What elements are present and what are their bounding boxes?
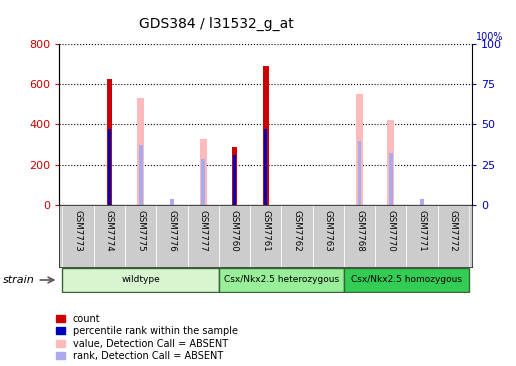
Bar [232,146,237,205]
Text: GSM7760: GSM7760 [230,210,239,252]
Bar [170,198,174,205]
Text: 100%: 100% [476,32,504,42]
Bar [407,205,438,267]
Bar [438,205,469,267]
Bar [62,268,219,292]
Bar [313,205,344,267]
Text: Csx/Nkx2.5 heterozygous: Csx/Nkx2.5 heterozygous [224,276,339,284]
Bar [125,205,156,267]
Text: wildtype: wildtype [121,276,160,284]
Bar [358,141,361,205]
Text: GSM7774: GSM7774 [105,210,114,252]
Bar [201,159,205,205]
Bar [344,205,375,267]
Text: GSM7762: GSM7762 [293,210,301,252]
Text: GSM7777: GSM7777 [199,210,208,252]
Bar [62,205,94,267]
Bar [263,66,268,205]
Bar [94,205,125,267]
Text: GSM7771: GSM7771 [417,210,427,252]
Bar [375,205,407,267]
Bar [233,154,236,205]
Bar [107,79,112,205]
Bar [389,153,393,205]
Bar [344,268,469,292]
Bar [420,198,424,205]
Bar [281,205,313,267]
Bar [187,205,219,267]
Bar [250,205,281,267]
Text: GSM7763: GSM7763 [324,210,333,252]
Text: GSM7776: GSM7776 [167,210,176,252]
Bar [219,205,250,267]
Text: strain: strain [3,275,35,285]
Text: GDS384 / l31532_g_at: GDS384 / l31532_g_at [139,16,294,31]
Bar [356,94,363,205]
Legend: count, percentile rank within the sample, value, Detection Call = ABSENT, rank, : count, percentile rank within the sample… [56,314,238,361]
Text: GSM7773: GSM7773 [74,210,83,252]
Bar [388,120,394,205]
Bar [265,130,267,205]
Bar [139,145,142,205]
Text: GSM7768: GSM7768 [355,210,364,252]
Text: GSM7772: GSM7772 [449,210,458,252]
Text: Csx/Nkx2.5 homozygous: Csx/Nkx2.5 homozygous [351,276,462,284]
Text: GSM7770: GSM7770 [386,210,395,252]
Bar [156,205,187,267]
Bar [219,268,344,292]
Bar [108,130,110,205]
Bar [200,139,206,205]
Bar [137,98,144,205]
Text: GSM7761: GSM7761 [261,210,270,252]
Text: GSM7775: GSM7775 [136,210,145,252]
